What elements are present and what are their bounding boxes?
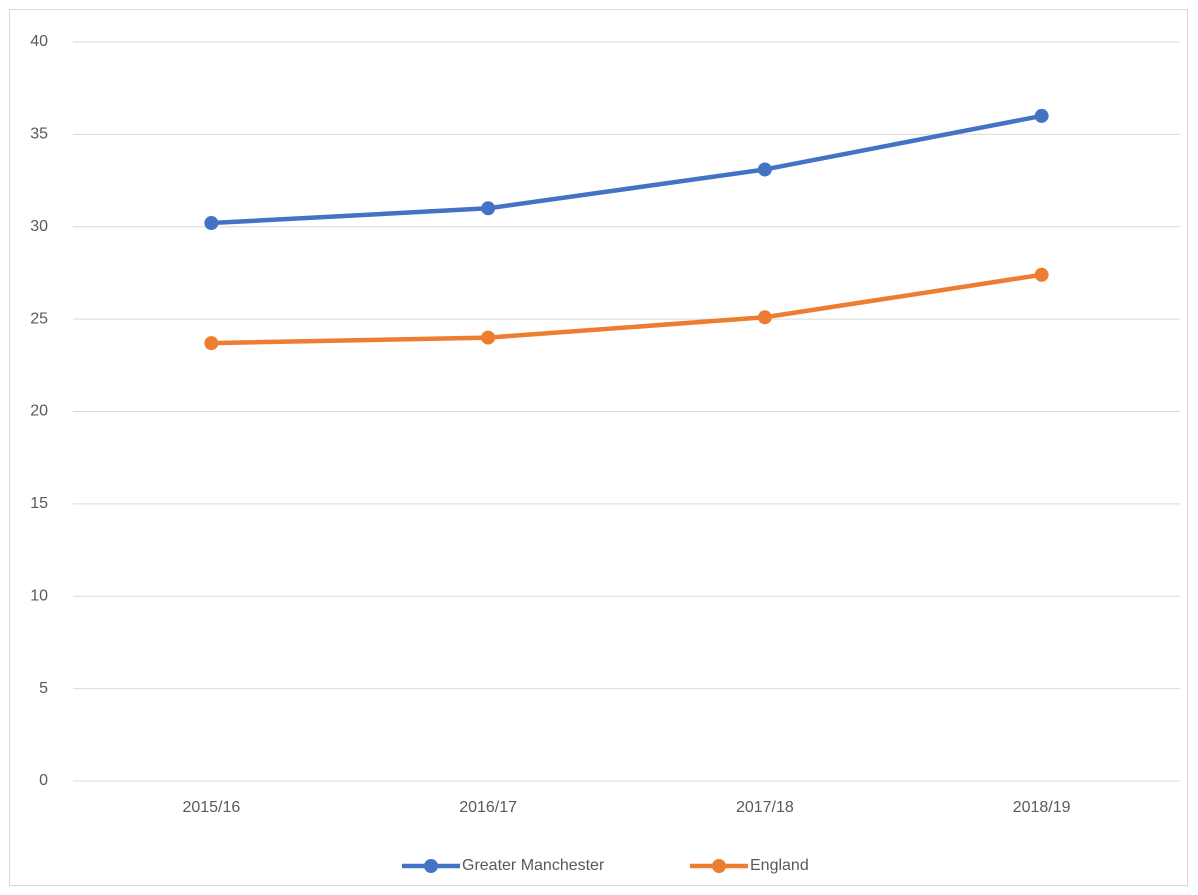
legend-label: Greater Manchester [462, 857, 605, 874]
marker [1034, 267, 1049, 282]
chart-border [9, 9, 1188, 886]
line [209, 272, 1044, 346]
y-tick-label: 25 [30, 310, 48, 327]
y-tick-label: 30 [30, 218, 48, 235]
x-tick-label: 2015/16 [182, 799, 240, 816]
marker [757, 162, 772, 177]
y-tick-label: 0 [39, 772, 48, 789]
y-tick-label: 10 [30, 587, 48, 604]
x-tick-label: 2018/19 [1013, 799, 1071, 816]
marker [481, 201, 496, 216]
marker [204, 216, 219, 231]
y-tick-label: 5 [39, 680, 48, 697]
marker [481, 330, 496, 345]
y-tick-label: 35 [30, 126, 48, 143]
y-tick-label: 15 [30, 495, 48, 512]
legend-marker [424, 859, 438, 873]
line [209, 113, 1044, 226]
y-tick-label: 20 [30, 403, 48, 420]
x-tick-label: 2016/17 [459, 799, 517, 816]
marker [757, 310, 772, 325]
legend-marker [712, 859, 726, 873]
marker [204, 336, 219, 351]
x-tick-label: 2017/18 [736, 799, 794, 816]
marker [1034, 108, 1049, 123]
y-tick-label: 40 [30, 33, 48, 50]
legend-label: England [750, 857, 809, 874]
